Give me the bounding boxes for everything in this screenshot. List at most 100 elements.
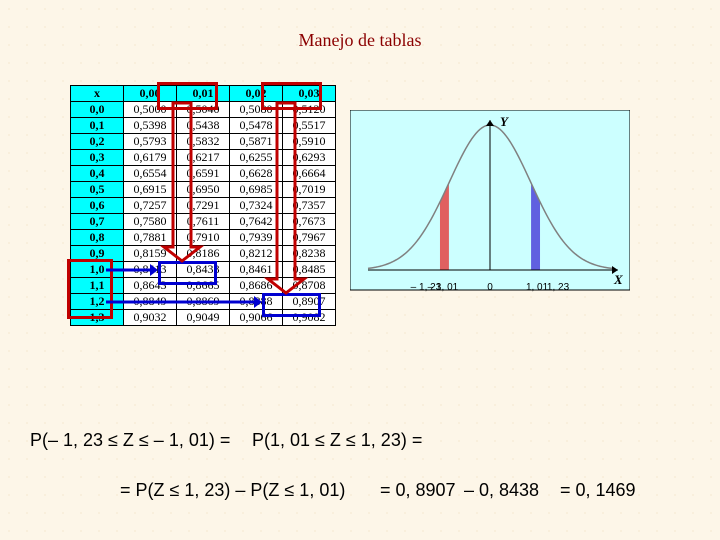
table-row: 1,30,90320,90490,90660,9082 <box>71 310 336 326</box>
table-cell: 0,5080 <box>230 102 283 118</box>
table-cell: 0,8238 <box>283 246 336 262</box>
table-cell: 0,7910 <box>177 230 230 246</box>
col-3: 0,03 <box>283 86 336 102</box>
table-cell: 0,7611 <box>177 214 230 230</box>
table-row: 1,20,88490,88690,88880,8907 <box>71 294 336 310</box>
table-cell: 0,6293 <box>283 150 336 166</box>
table-cell: 0,6915 <box>124 182 177 198</box>
table-cell: 0,9082 <box>283 310 336 326</box>
svg-text:1, 01: 1, 01 <box>526 282 549 293</box>
table-row: 0,30,61790,62170,62550,6293 <box>71 150 336 166</box>
table-cell: 0,6628 <box>230 166 283 182</box>
formula-2a: = P(Z ≤ 1, 23) – P(Z ≤ 1, 01) <box>120 480 345 501</box>
table-cell: 0,5398 <box>124 118 177 134</box>
table-cell: 0,8708 <box>283 278 336 294</box>
chart-wrap: Y X – 1, 23– 1, 0101, 011, 23 <box>350 110 630 335</box>
table-row: 0,70,75800,76110,76420,7673 <box>71 214 336 230</box>
bell-curve-chart: Y X – 1, 23– 1, 0101, 011, 23 <box>350 110 630 330</box>
row-header: 1,3 <box>71 310 124 326</box>
table-row: 0,50,69150,69500,69850,7019 <box>71 182 336 198</box>
col-x: x <box>71 86 124 102</box>
row-header: 0,6 <box>71 198 124 214</box>
row-header: 0,9 <box>71 246 124 262</box>
table-wrap: x 0,00 0,01 0,02 0,03 0,00,50000,50400,5… <box>70 85 336 326</box>
formula-2b: = 0, 8907 <box>380 480 456 501</box>
table-cell: 0,6255 <box>230 150 283 166</box>
table-cell: 0,8869 <box>177 294 230 310</box>
row-header: 0,5 <box>71 182 124 198</box>
table-cell: 0,8186 <box>177 246 230 262</box>
formula-1a: P(– 1, 23 ≤ Z ≤ – 1, 01) = <box>30 430 230 451</box>
z-table: x 0,00 0,01 0,02 0,03 0,00,50000,50400,5… <box>70 85 336 326</box>
table-cell: 0,9032 <box>124 310 177 326</box>
table-cell: 0,6217 <box>177 150 230 166</box>
row-header: 0,8 <box>71 230 124 246</box>
row-header: 0,4 <box>71 166 124 182</box>
table-row: 1,00,84130,84380,84610,8485 <box>71 262 336 278</box>
table-cell: 0,5040 <box>177 102 230 118</box>
table-cell: 0,8686 <box>230 278 283 294</box>
row-header: 0,7 <box>71 214 124 230</box>
table-cell: 0,8438 <box>177 262 230 278</box>
col-2: 0,02 <box>230 86 283 102</box>
col-0: 0,00 <box>124 86 177 102</box>
table-cell: 0,6985 <box>230 182 283 198</box>
table-cell: 0,5910 <box>283 134 336 150</box>
table-cell: 0,5832 <box>177 134 230 150</box>
table-cell: 0,5000 <box>124 102 177 118</box>
formula-2d: = 0, 1469 <box>560 480 636 501</box>
svg-text:Y: Y <box>500 114 509 129</box>
svg-text:– 1, 01: – 1, 01 <box>428 282 459 293</box>
table-cell: 0,5871 <box>230 134 283 150</box>
table-row: 1,10,86430,86650,86860,8708 <box>71 278 336 294</box>
table-cell: 0,8907 <box>283 294 336 310</box>
table-cell: 0,5793 <box>124 134 177 150</box>
table-cell: 0,8643 <box>124 278 177 294</box>
svg-text:X: X <box>613 272 623 287</box>
svg-text:0: 0 <box>487 282 493 293</box>
table-cell: 0,6591 <box>177 166 230 182</box>
table-cell: 0,5120 <box>283 102 336 118</box>
table-cell: 0,9049 <box>177 310 230 326</box>
col-1: 0,01 <box>177 86 230 102</box>
table-cell: 0,8461 <box>230 262 283 278</box>
table-cell: 0,6554 <box>124 166 177 182</box>
table-cell: 0,8413 <box>124 262 177 278</box>
table-cell: 0,5517 <box>283 118 336 134</box>
table-cell: 0,8485 <box>283 262 336 278</box>
table-cell: 0,7357 <box>283 198 336 214</box>
table-header-row: x 0,00 0,01 0,02 0,03 <box>71 86 336 102</box>
table-row: 0,00,50000,50400,50800,5120 <box>71 102 336 118</box>
table-cell: 0,7642 <box>230 214 283 230</box>
row-header: 0,3 <box>71 150 124 166</box>
row-header: 1,0 <box>71 262 124 278</box>
table-cell: 0,9066 <box>230 310 283 326</box>
table-cell: 0,6950 <box>177 182 230 198</box>
table-cell: 0,8159 <box>124 246 177 262</box>
table-cell: 0,7881 <box>124 230 177 246</box>
table-cell: 0,7967 <box>283 230 336 246</box>
table-cell: 0,7257 <box>124 198 177 214</box>
table-cell: 0,7291 <box>177 198 230 214</box>
row-header: 0,0 <box>71 102 124 118</box>
row-header: 0,1 <box>71 118 124 134</box>
table-cell: 0,8849 <box>124 294 177 310</box>
formula-2c: – 0, 8438 <box>464 480 539 501</box>
table-cell: 0,7324 <box>230 198 283 214</box>
table-cell: 0,7939 <box>230 230 283 246</box>
table-row: 0,20,57930,58320,58710,5910 <box>71 134 336 150</box>
table-cell: 0,5478 <box>230 118 283 134</box>
content-row: x 0,00 0,01 0,02 0,03 0,00,50000,50400,5… <box>70 85 336 326</box>
row-header: 1,2 <box>71 294 124 310</box>
table-cell: 0,7673 <box>283 214 336 230</box>
table-cell: 0,5438 <box>177 118 230 134</box>
row-header: 0,2 <box>71 134 124 150</box>
table-cell: 0,8212 <box>230 246 283 262</box>
svg-text:1, 23: 1, 23 <box>547 282 570 293</box>
row-header: 1,1 <box>71 278 124 294</box>
formula-1b: P(1, 01 ≤ Z ≤ 1, 23) = <box>252 430 422 451</box>
table-cell: 0,7019 <box>283 182 336 198</box>
table-row: 0,60,72570,72910,73240,7357 <box>71 198 336 214</box>
table-cell: 0,7580 <box>124 214 177 230</box>
table-cell: 0,8888 <box>230 294 283 310</box>
